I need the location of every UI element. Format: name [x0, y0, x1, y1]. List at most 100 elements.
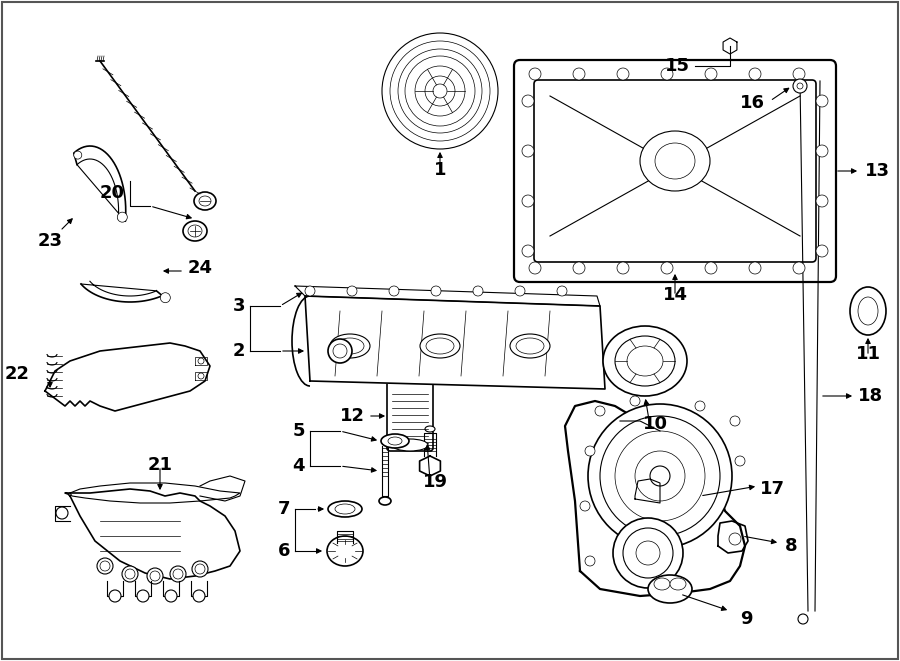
Circle shape — [100, 561, 110, 571]
Circle shape — [816, 195, 828, 207]
Polygon shape — [65, 489, 240, 579]
Circle shape — [793, 68, 805, 80]
Polygon shape — [635, 479, 660, 503]
Circle shape — [415, 66, 465, 116]
Circle shape — [585, 446, 595, 456]
Circle shape — [797, 83, 803, 89]
Circle shape — [749, 68, 761, 80]
Polygon shape — [81, 282, 162, 302]
Ellipse shape — [627, 346, 663, 376]
FancyBboxPatch shape — [534, 80, 816, 262]
Circle shape — [150, 571, 160, 581]
Ellipse shape — [655, 143, 695, 179]
Circle shape — [431, 286, 441, 296]
Text: 11: 11 — [856, 345, 880, 363]
Circle shape — [160, 293, 170, 303]
Circle shape — [305, 286, 315, 296]
Circle shape — [749, 262, 761, 274]
Ellipse shape — [858, 297, 878, 325]
Ellipse shape — [648, 575, 692, 603]
Circle shape — [816, 245, 828, 257]
Text: 20: 20 — [100, 184, 125, 202]
Text: 10: 10 — [643, 415, 668, 433]
Circle shape — [793, 79, 807, 93]
Circle shape — [389, 286, 399, 296]
Circle shape — [615, 431, 705, 521]
Circle shape — [705, 262, 717, 274]
Polygon shape — [723, 38, 737, 54]
Text: 4: 4 — [292, 457, 305, 475]
FancyBboxPatch shape — [387, 380, 433, 451]
Polygon shape — [200, 476, 245, 501]
Ellipse shape — [420, 334, 460, 358]
Circle shape — [347, 286, 357, 296]
Circle shape — [705, 68, 717, 80]
Circle shape — [170, 566, 186, 582]
Text: 7: 7 — [277, 500, 290, 518]
Text: 22: 22 — [5, 365, 30, 383]
Circle shape — [97, 558, 113, 574]
Circle shape — [623, 528, 673, 578]
Polygon shape — [419, 456, 440, 476]
Circle shape — [109, 590, 121, 602]
Circle shape — [382, 33, 498, 149]
Polygon shape — [70, 483, 240, 503]
Ellipse shape — [199, 196, 211, 206]
Circle shape — [165, 590, 177, 602]
Circle shape — [193, 590, 205, 602]
Circle shape — [333, 344, 347, 358]
Circle shape — [557, 286, 567, 296]
Text: 23: 23 — [38, 232, 62, 250]
Circle shape — [405, 56, 475, 126]
Circle shape — [595, 406, 605, 416]
Text: 5: 5 — [292, 422, 305, 440]
Ellipse shape — [603, 326, 687, 396]
Circle shape — [56, 507, 68, 519]
Ellipse shape — [615, 336, 675, 386]
Text: 15: 15 — [665, 57, 690, 75]
Circle shape — [522, 95, 534, 107]
Circle shape — [735, 456, 745, 466]
Circle shape — [573, 262, 585, 274]
Polygon shape — [195, 357, 207, 365]
Text: 18: 18 — [858, 387, 883, 405]
Circle shape — [173, 569, 183, 579]
Circle shape — [729, 533, 741, 545]
Circle shape — [613, 518, 683, 588]
Circle shape — [522, 195, 534, 207]
Circle shape — [425, 76, 455, 106]
Text: 3: 3 — [232, 297, 245, 315]
Circle shape — [798, 614, 808, 624]
Circle shape — [635, 451, 685, 501]
Text: 19: 19 — [422, 473, 447, 491]
Ellipse shape — [850, 287, 886, 335]
Circle shape — [730, 416, 740, 426]
Circle shape — [573, 68, 585, 80]
Circle shape — [122, 566, 138, 582]
Ellipse shape — [194, 192, 216, 210]
Circle shape — [192, 561, 208, 577]
Polygon shape — [305, 296, 605, 389]
Ellipse shape — [327, 536, 363, 566]
FancyBboxPatch shape — [514, 60, 836, 282]
Polygon shape — [195, 372, 207, 380]
Ellipse shape — [510, 334, 550, 358]
Polygon shape — [45, 343, 210, 411]
Text: 6: 6 — [277, 542, 290, 560]
Text: 12: 12 — [340, 407, 365, 425]
Text: 14: 14 — [662, 286, 688, 304]
Text: 1: 1 — [434, 161, 446, 179]
Circle shape — [529, 262, 541, 274]
Circle shape — [328, 339, 352, 363]
Circle shape — [522, 145, 534, 157]
Ellipse shape — [335, 504, 355, 514]
Text: 2: 2 — [232, 342, 245, 360]
Circle shape — [147, 568, 163, 584]
Text: 24: 24 — [188, 259, 213, 277]
Circle shape — [793, 262, 805, 274]
Text: 8: 8 — [785, 537, 797, 555]
Ellipse shape — [388, 437, 402, 445]
Ellipse shape — [425, 426, 435, 432]
Circle shape — [398, 49, 482, 133]
Ellipse shape — [516, 338, 544, 354]
